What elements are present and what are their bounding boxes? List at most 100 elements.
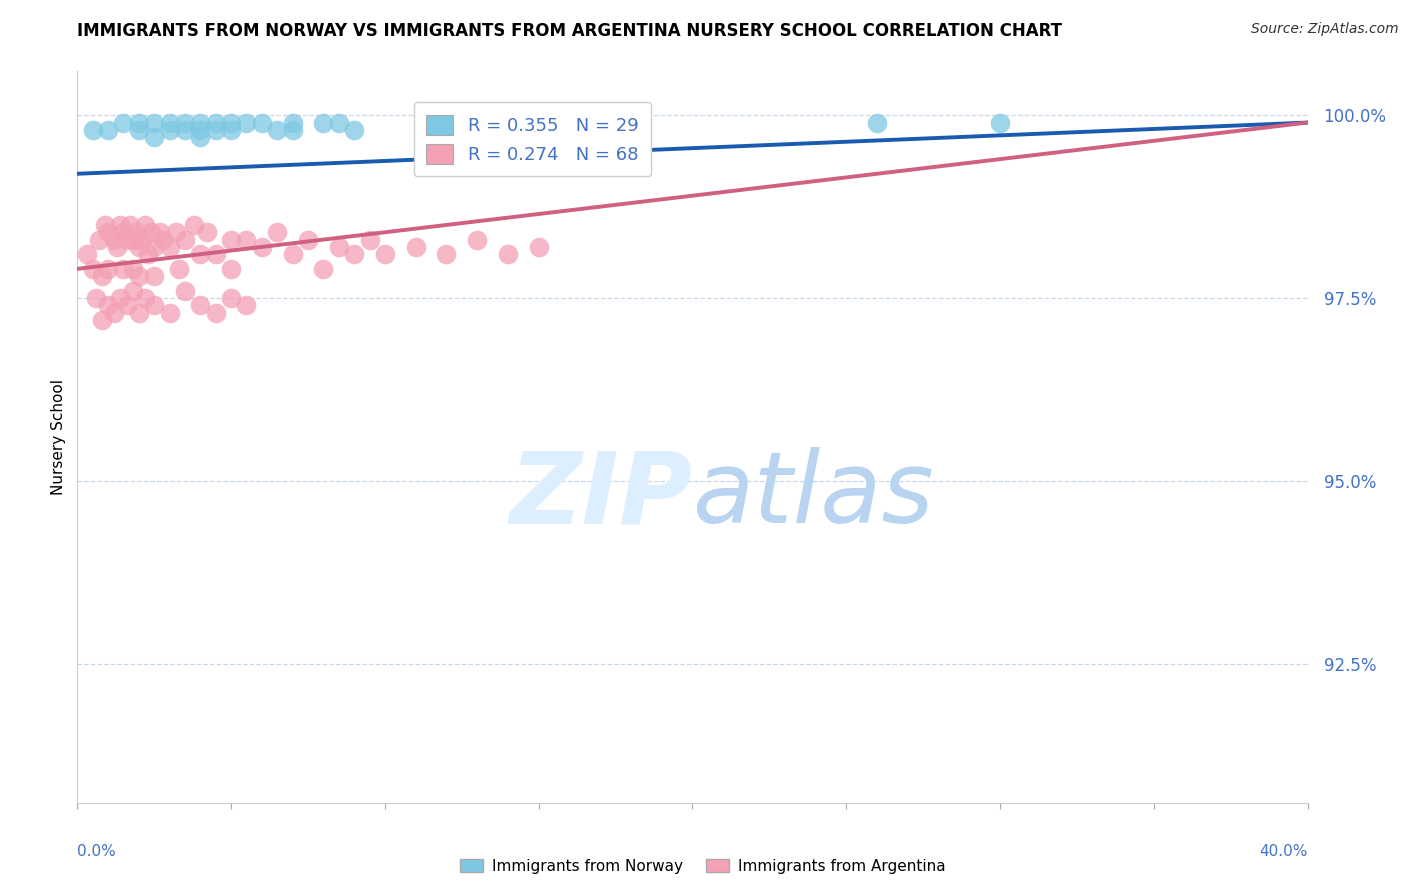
Point [174, 123, 197, 137]
Point [149, 225, 172, 239]
Point [112, 115, 135, 129]
Point [128, 269, 150, 284]
Point [235, 233, 257, 247]
Point [235, 115, 257, 129]
Point [328, 115, 350, 129]
Point [84, 291, 107, 305]
Point [82, 261, 104, 276]
Point [204, 123, 226, 137]
Point [131, 233, 153, 247]
Point [250, 115, 273, 129]
Point [188, 130, 212, 145]
Point [128, 240, 150, 254]
Point [105, 240, 128, 254]
Legend: R = 0.355   N = 29, R = 0.274   N = 68: R = 0.355 N = 29, R = 0.274 N = 68 [413, 103, 651, 177]
Text: IMMIGRANTS FROM NORWAY VS IMMIGRANTS FROM ARGENTINA NURSERY SCHOOL CORRELATION C: IMMIGRANTS FROM NORWAY VS IMMIGRANTS FRO… [77, 22, 1063, 40]
Point [87, 233, 110, 247]
Text: 40.0%: 40.0% [1260, 845, 1308, 859]
Point [465, 233, 488, 247]
Point [866, 115, 889, 129]
Point [76, 247, 98, 261]
Y-axis label: Nursery School: Nursery School [51, 379, 66, 495]
Point [136, 247, 159, 261]
Point [121, 261, 143, 276]
Point [143, 130, 166, 145]
Point [174, 284, 197, 298]
Point [159, 115, 181, 129]
Point [359, 233, 381, 247]
Point [121, 233, 143, 247]
Point [188, 123, 212, 137]
Point [374, 247, 396, 261]
Point [204, 247, 226, 261]
Point [195, 225, 218, 239]
Point [121, 284, 143, 298]
Point [266, 225, 288, 239]
Point [988, 115, 1011, 129]
Point [143, 298, 166, 312]
Point [110, 291, 132, 305]
Point [110, 218, 132, 232]
Point [219, 115, 242, 129]
Point [103, 233, 125, 247]
Point [97, 261, 120, 276]
Point [188, 115, 212, 129]
Point [128, 115, 150, 129]
Point [343, 123, 366, 137]
Point [143, 115, 166, 129]
Point [219, 291, 242, 305]
Point [174, 115, 197, 129]
Point [165, 225, 187, 239]
Text: Source: ZipAtlas.com: Source: ZipAtlas.com [1251, 22, 1399, 37]
Point [527, 240, 550, 254]
Point [496, 247, 519, 261]
Point [183, 218, 205, 232]
Point [204, 115, 226, 129]
Point [134, 218, 156, 232]
Point [141, 225, 163, 239]
Point [103, 306, 125, 320]
Point [188, 247, 212, 261]
Point [436, 247, 458, 261]
Point [97, 298, 120, 312]
Point [405, 240, 427, 254]
Legend: Immigrants from Norway, Immigrants from Argentina: Immigrants from Norway, Immigrants from … [454, 853, 952, 880]
Point [312, 115, 335, 129]
Point [297, 233, 319, 247]
Point [250, 240, 273, 254]
Point [219, 261, 242, 276]
Point [97, 123, 120, 137]
Point [620, 115, 643, 129]
Point [219, 233, 242, 247]
Text: 0.0%: 0.0% [77, 845, 117, 859]
Point [94, 218, 117, 232]
Point [112, 261, 135, 276]
Point [97, 225, 120, 239]
Point [188, 298, 212, 312]
Point [90, 269, 114, 284]
Point [152, 233, 174, 247]
Point [312, 261, 335, 276]
Point [115, 233, 138, 247]
Point [128, 306, 150, 320]
Point [281, 123, 304, 137]
Point [159, 240, 181, 254]
Point [125, 225, 148, 239]
Point [90, 313, 114, 327]
Text: atlas: atlas [693, 447, 934, 544]
Text: ZIP: ZIP [509, 447, 693, 544]
Point [174, 233, 197, 247]
Point [204, 306, 226, 320]
Point [159, 306, 181, 320]
Point [143, 269, 166, 284]
Point [112, 225, 135, 239]
Point [82, 123, 104, 137]
Point [235, 298, 257, 312]
Point [134, 291, 156, 305]
Point [128, 123, 150, 137]
Point [281, 115, 304, 129]
Point [219, 123, 242, 137]
Point [328, 240, 350, 254]
Point [118, 218, 141, 232]
Point [167, 261, 190, 276]
